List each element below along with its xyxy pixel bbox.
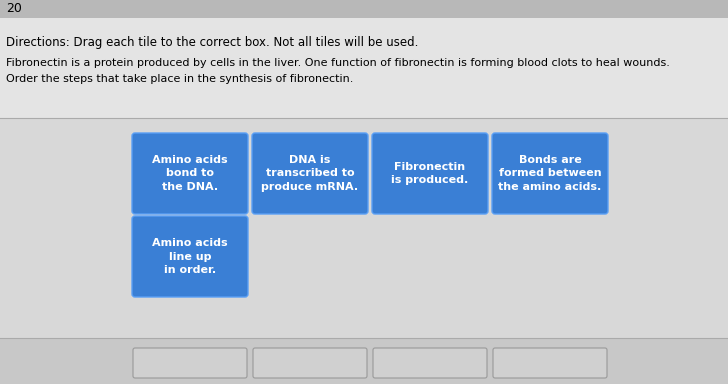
FancyBboxPatch shape xyxy=(0,0,728,18)
Text: Fibronectin
is produced.: Fibronectin is produced. xyxy=(392,162,469,185)
Text: Bonds are
formed between
the amino acids.: Bonds are formed between the amino acids… xyxy=(499,155,601,192)
FancyBboxPatch shape xyxy=(253,348,367,378)
Text: Order the steps that take place in the synthesis of fibronectin.: Order the steps that take place in the s… xyxy=(6,74,353,84)
Text: Amino acids
line up
in order.: Amino acids line up in order. xyxy=(152,238,228,275)
FancyBboxPatch shape xyxy=(252,133,368,214)
FancyBboxPatch shape xyxy=(372,133,488,214)
FancyBboxPatch shape xyxy=(0,338,728,384)
FancyBboxPatch shape xyxy=(373,348,487,378)
FancyBboxPatch shape xyxy=(132,133,248,214)
Text: 20: 20 xyxy=(6,3,22,15)
FancyBboxPatch shape xyxy=(0,18,728,118)
Text: Amino acids
bond to
the DNA.: Amino acids bond to the DNA. xyxy=(152,155,228,192)
Text: DNA is
transcribed to
produce mRNA.: DNA is transcribed to produce mRNA. xyxy=(261,155,359,192)
FancyBboxPatch shape xyxy=(493,348,607,378)
FancyBboxPatch shape xyxy=(492,133,608,214)
FancyBboxPatch shape xyxy=(133,348,247,378)
Text: Directions: Drag each tile to the correct box. Not all tiles will be used.: Directions: Drag each tile to the correc… xyxy=(6,36,419,49)
Text: Fibronectin is a protein produced by cells in the liver. One function of fibrone: Fibronectin is a protein produced by cel… xyxy=(6,58,670,68)
FancyBboxPatch shape xyxy=(132,216,248,297)
